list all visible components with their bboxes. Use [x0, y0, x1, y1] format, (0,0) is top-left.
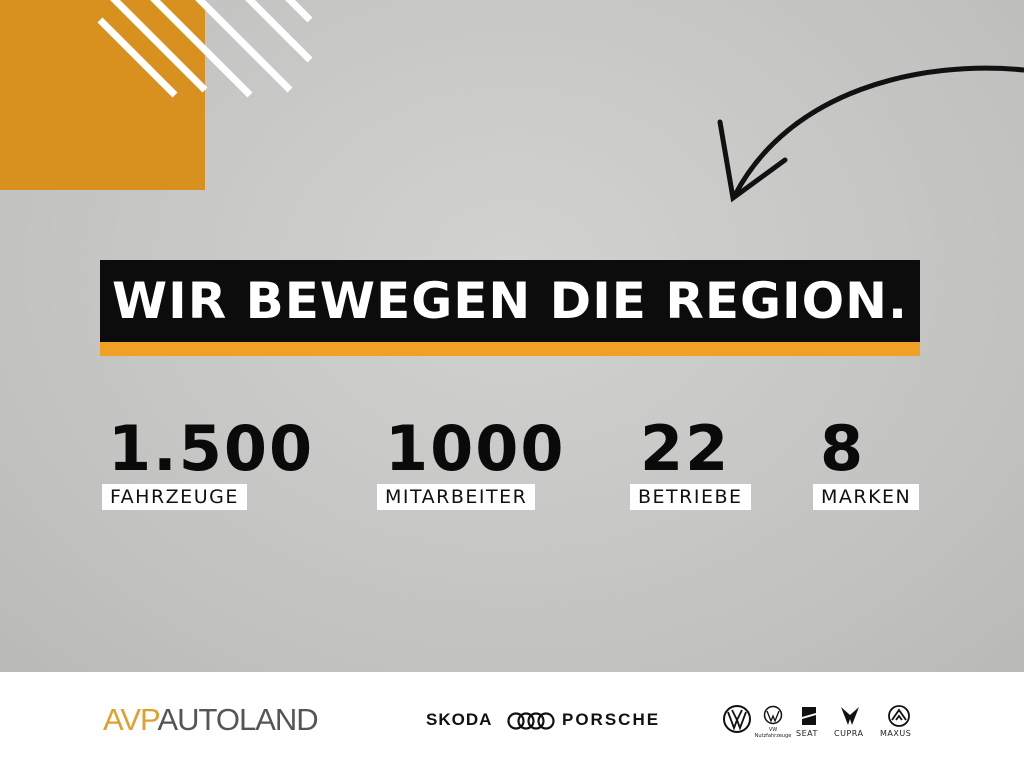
- footer: AVPAUTOLAND SKODA PORSCHE VW Nutzfahrzeu…: [0, 672, 1024, 768]
- stat-brands: 8 MARKEN: [813, 412, 920, 510]
- stat-value: 8: [820, 412, 866, 485]
- stat-value: 1.500: [108, 412, 315, 485]
- logo-autoland: AUTOLAND: [157, 702, 318, 737]
- stat-employees: 1000 MITARBEITER: [377, 412, 566, 510]
- curved-arrow-icon: [717, 65, 1024, 203]
- maxus-logo-icon: [888, 705, 910, 727]
- vw-logo-icon: [723, 705, 751, 733]
- stat-label: MARKEN: [813, 484, 920, 510]
- porsche-logo: PORSCHE: [562, 710, 661, 729]
- audi-logo-icon: [507, 712, 555, 730]
- vw-commercial-logo-icon: [763, 705, 783, 725]
- stat-label: FAHRZEUGE: [102, 484, 247, 510]
- avp-autoland-logo[interactable]: AVPAUTOLAND: [103, 702, 319, 738]
- stat-vehicles: 1.500 FAHRZEUGE: [102, 412, 315, 510]
- cupra-logo-icon: [841, 707, 859, 725]
- headline: WIR BEWEGEN DIE REGION.: [112, 272, 908, 330]
- seat-logo-icon: [802, 707, 816, 725]
- logo-avp: AVP: [103, 702, 158, 737]
- seat-label: SEAT: [796, 729, 818, 738]
- headline-underline: [100, 342, 920, 356]
- stat-label: MITARBEITER: [377, 484, 536, 510]
- stat-value: 1000: [385, 412, 566, 485]
- stat-value: 22: [640, 412, 731, 485]
- vw-commercial-label: VW Nutzfahrzeuge: [754, 727, 792, 739]
- diagonal-stripes: [97, 0, 313, 98]
- decoration-layer: [97, 0, 1024, 203]
- skoda-logo: SKODA: [426, 710, 493, 729]
- headline-banner: WIR BEWEGEN DIE REGION.: [100, 260, 920, 342]
- stat-locations: 22 BETRIEBE: [630, 412, 751, 510]
- cupra-label: CUPRA: [834, 729, 864, 738]
- stat-label: BETRIEBE: [630, 484, 751, 510]
- maxus-label: MAXUS: [880, 729, 912, 738]
